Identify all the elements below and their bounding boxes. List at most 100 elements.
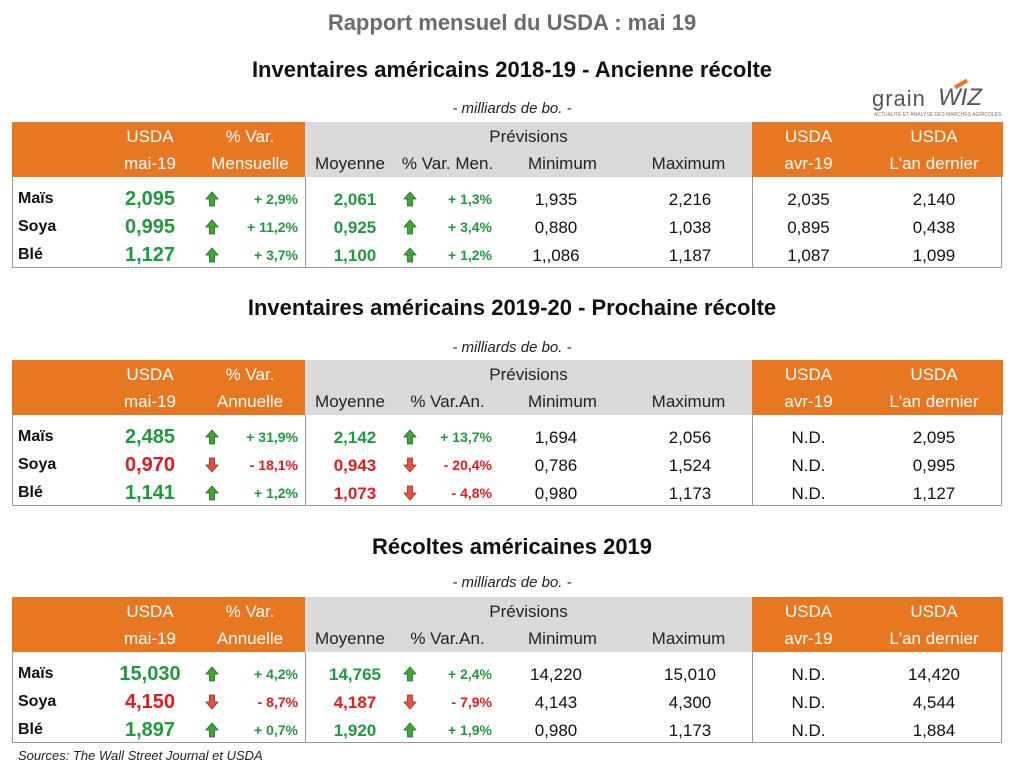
table-body <box>12 177 1002 268</box>
last-year: 0,995 <box>912 455 956 475</box>
header-cell: avr-19 <box>784 628 833 648</box>
previous: N.D. <box>791 692 826 712</box>
logo: grain WIZ ACTUALITÉ ET ANALYSE DES MARCH… <box>870 78 1002 122</box>
header-cell: Mensuelle <box>211 153 289 173</box>
header-cell: L'an dernier <box>889 153 979 173</box>
moyenne-var: + 2,4% <box>448 666 492 682</box>
header-cell: L'an dernier <box>889 628 979 648</box>
header-cell: USDA <box>126 364 174 384</box>
previous: N.D. <box>791 427 826 447</box>
header-cell: USDA <box>910 126 958 146</box>
arrow-up <box>205 666 219 682</box>
header-cell: % Var. <box>225 601 275 621</box>
moyenne-var: + 1,3% <box>448 191 492 207</box>
header-cell: Prévisions <box>489 364 568 384</box>
moyenne-value: 0,943 <box>333 455 377 475</box>
usda-var: + 0,7% <box>254 722 298 738</box>
header-orange-right <box>752 597 1003 652</box>
header-orange-left <box>12 597 305 652</box>
previous: N.D. <box>791 455 826 475</box>
column-divider <box>752 415 753 506</box>
header-cell: Maximum <box>651 391 726 411</box>
header-cell: USDA <box>784 364 833 384</box>
header-cell: mai-19 <box>124 153 176 173</box>
moyenne-var: + 1,2% <box>448 247 492 263</box>
last-year: 1,884 <box>912 720 956 740</box>
usda-value: 0,970 <box>124 454 176 476</box>
previous: 1,087 <box>787 245 830 265</box>
header-cell: Prévisions <box>489 126 568 146</box>
header-cell: Maximum <box>651 153 726 173</box>
header-cell: USDA <box>126 601 174 621</box>
header-cell: % Var. <box>225 364 275 384</box>
maximum: 1,524 <box>668 455 712 475</box>
arrow-up <box>403 191 417 207</box>
header-cell: USDA <box>910 364 958 384</box>
header-gray <box>305 360 752 415</box>
arrow-up <box>205 429 219 445</box>
usda-var: + 11,2% <box>247 219 298 235</box>
last-year: 1,127 <box>912 483 956 503</box>
minimum: 1,935 <box>534 189 578 209</box>
usda-var: + 1,2% <box>254 485 298 501</box>
header-cell: Minimum <box>528 628 597 648</box>
row-label: Maïs <box>18 428 54 445</box>
minimum: 0,980 <box>534 720 578 740</box>
column-divider <box>305 415 306 506</box>
moyenne-value: 2,061 <box>333 189 377 209</box>
minimum: 4,143 <box>534 692 578 712</box>
header-orange-right <box>752 122 1003 177</box>
minimum: 0,980 <box>534 483 578 503</box>
header-cell: Minimum <box>528 153 597 173</box>
usda-var: + 31,9% <box>246 429 298 445</box>
usda-var: + 3,7% <box>254 247 298 263</box>
last-year: 1,099 <box>912 245 956 265</box>
column-divider <box>752 177 753 268</box>
moyenne-var: - 7,9% <box>451 694 492 710</box>
moyenne-var: + 3,4% <box>448 219 492 235</box>
last-year: 2,140 <box>912 189 956 209</box>
header-cell: Annuelle <box>216 391 284 411</box>
arrow-up <box>403 429 417 445</box>
column-divider <box>305 177 306 268</box>
row-label: Maïs <box>18 665 54 682</box>
arrow-up <box>205 219 219 235</box>
usda-var: - 18,1% <box>249 457 298 473</box>
minimum: 1,694 <box>534 427 578 447</box>
maximum: 1,173 <box>668 483 712 503</box>
minimum: 1,,086 <box>532 245 580 265</box>
header-cell: avr-19 <box>784 153 833 173</box>
usda-var: + 2,9% <box>254 191 298 207</box>
minimum: 0,786 <box>534 455 578 475</box>
header-cell: mai-19 <box>124 391 176 411</box>
header-cell: % Var.An. <box>410 628 485 648</box>
section-title: Inventaires américains 2018-19 - Ancienn… <box>251 57 773 82</box>
usda-value: 4,150 <box>124 691 176 713</box>
header-cell: Moyenne <box>315 153 385 173</box>
section-unit: - milliards de bo. - <box>452 338 572 356</box>
header-cell: % Var.An. <box>410 391 485 411</box>
header-cell: % Var. <box>225 126 275 146</box>
usda-var: + 4,2% <box>254 666 298 682</box>
header-orange-left <box>12 122 305 177</box>
arrow-up <box>403 666 417 682</box>
arrow-up <box>205 485 219 501</box>
header-gray <box>305 122 752 177</box>
header-cell: USDA <box>784 126 833 146</box>
arrow-up <box>403 247 417 263</box>
moyenne-var: - 20,4% <box>443 457 492 473</box>
row-label: Soya <box>18 693 57 710</box>
logo-tagline: ACTUALITÉ ET ANALYSE DES MARCHÉS AGRICOL… <box>874 112 1002 118</box>
arrow-up <box>403 722 417 738</box>
row-label: Blé <box>18 484 43 501</box>
previous: N.D. <box>791 664 826 684</box>
maximum: 2,216 <box>668 189 712 209</box>
header-cell: Minimum <box>528 391 597 411</box>
maximum: 4,300 <box>668 692 712 712</box>
last-year: 0,438 <box>912 217 956 237</box>
row-label: Blé <box>18 246 43 263</box>
header-cell: USDA <box>784 601 833 621</box>
arrow-down <box>205 457 219 473</box>
section-title: Inventaires américains 2019-20 - Prochai… <box>247 295 777 320</box>
